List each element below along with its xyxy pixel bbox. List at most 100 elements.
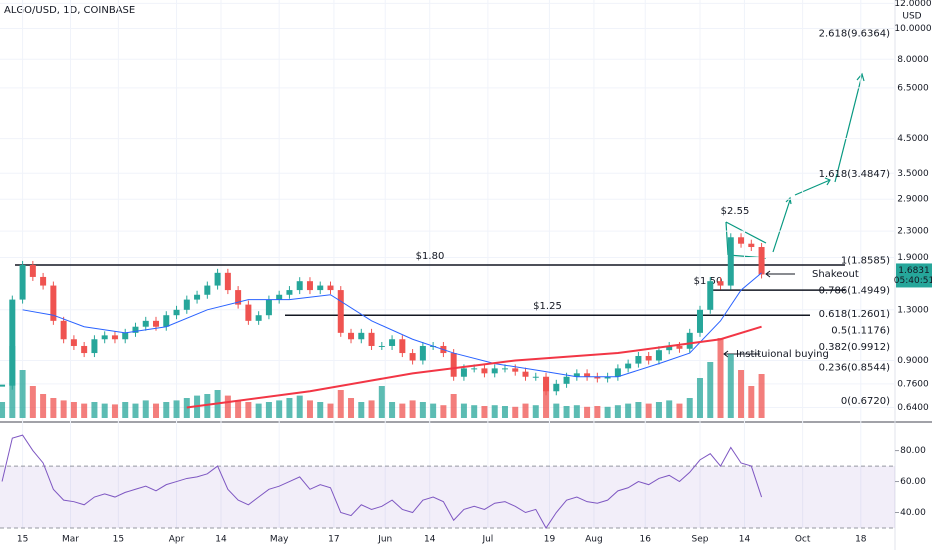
y-tick-label: 2.3000 — [897, 227, 929, 237]
candle — [91, 339, 98, 354]
volume-bar — [29, 386, 36, 418]
candle — [635, 355, 642, 364]
annotation: Shakeout — [812, 269, 859, 280]
candle — [296, 281, 303, 291]
volume-bar — [122, 402, 129, 418]
fib-label: 1(1.8585) — [841, 256, 890, 267]
volume-bar — [204, 394, 211, 418]
volume-bar — [0, 402, 6, 418]
y-tick-label: 2.9000 — [897, 195, 929, 205]
y-tick-label: 6.5000 — [897, 83, 929, 93]
candle — [696, 309, 703, 333]
candle — [389, 339, 396, 346]
volume-bar — [522, 403, 529, 418]
volume-bar — [276, 400, 283, 418]
candle — [224, 272, 231, 291]
fib-label: 0.382(0.9912) — [819, 342, 891, 353]
volume-bar — [19, 370, 26, 418]
candle — [19, 264, 26, 300]
countdown: 05:40:51 — [894, 276, 932, 286]
candle — [317, 285, 324, 291]
volume-bar — [553, 403, 560, 418]
candle — [183, 299, 190, 310]
volume-bar — [419, 402, 426, 418]
volume-bar — [306, 400, 313, 418]
x-tick-label: Sep — [692, 535, 709, 545]
candle — [543, 376, 550, 392]
volume-bar — [235, 400, 242, 418]
y-tick-label: 1.9000 — [897, 253, 929, 263]
volume-bar — [91, 402, 98, 418]
fib-label: 1.618(3.4847) — [819, 169, 891, 180]
fib-label: 0.786(1.4949) — [819, 286, 891, 297]
candle — [29, 264, 36, 277]
x-tick-label: Apr — [169, 535, 185, 545]
moving-average — [186, 325, 762, 409]
x-tick-label: May — [270, 535, 289, 545]
x-tick-label: 15 — [17, 535, 28, 545]
volume-bar — [60, 400, 67, 418]
volume-bar — [70, 402, 77, 418]
volume-bar — [717, 338, 724, 418]
candle — [286, 290, 293, 295]
volume-bar — [543, 390, 550, 418]
volume-bar — [512, 406, 519, 418]
candle — [584, 373, 591, 377]
volume-bar — [409, 400, 416, 418]
volume-bar — [389, 402, 396, 418]
annotation: Instituional buying — [736, 349, 829, 360]
arrow — [794, 177, 831, 196]
y-tick-label: 4.5000 — [897, 134, 929, 144]
candle — [70, 339, 77, 346]
rsi-band — [0, 466, 895, 528]
candle — [738, 237, 745, 244]
volume-bar — [163, 402, 170, 418]
fib-label: 2.618(9.6364) — [819, 29, 891, 40]
candle — [604, 376, 611, 379]
candle — [707, 281, 714, 310]
fib-label: 0.236(0.8544) — [819, 363, 891, 374]
volume-bar — [655, 402, 662, 418]
candle — [368, 332, 375, 346]
candle — [450, 353, 457, 377]
x-tick-label: Mar — [62, 535, 79, 545]
level-label: $1.25 — [533, 301, 562, 312]
candle — [204, 285, 211, 295]
candle — [460, 368, 467, 377]
volume-bar — [399, 403, 406, 418]
volume-bar — [686, 398, 693, 418]
peak-label: $2.55 — [721, 206, 750, 217]
volume-bar — [532, 405, 539, 418]
candle — [255, 315, 262, 321]
candle — [327, 285, 334, 291]
moving-average — [22, 272, 762, 378]
candle — [194, 294, 201, 300]
volume-bar — [265, 402, 272, 418]
volume-bar — [358, 402, 365, 418]
candle — [399, 339, 406, 354]
x-tick-label: 17 — [328, 535, 339, 545]
volume-bar — [635, 402, 642, 418]
candle — [419, 345, 426, 361]
volume-bar — [255, 403, 262, 418]
candle — [758, 247, 765, 275]
volume-bar — [327, 403, 334, 418]
candle — [378, 345, 385, 347]
volume-bar — [707, 362, 714, 418]
volume-bar — [183, 398, 190, 418]
candle — [60, 320, 67, 340]
y-tick-label: 1.3000 — [897, 305, 929, 315]
candle — [717, 281, 724, 286]
candle — [9, 299, 16, 386]
volume-bar — [604, 406, 611, 418]
candle — [563, 376, 570, 384]
y-tick-label: 3.5000 — [897, 169, 929, 179]
candle — [245, 304, 252, 321]
y-tick-label: 12.0000 — [894, 0, 931, 9]
volume-bar — [584, 406, 591, 418]
candle — [306, 281, 313, 291]
volume-bar — [614, 405, 621, 418]
arrow — [834, 72, 865, 183]
